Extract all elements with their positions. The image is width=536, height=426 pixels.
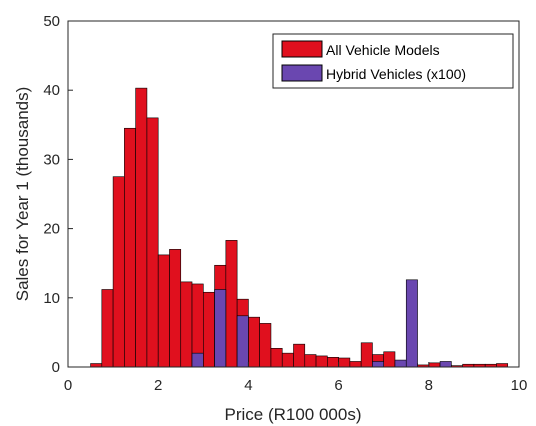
bar-all-vehicle-models-4	[135, 87, 148, 368]
bar-hybrid-vehicles-4	[394, 359, 407, 368]
y-tick-label: 50	[43, 13, 60, 30]
bar-all-vehicle-models-12	[225, 240, 238, 368]
bar-all-vehicle-models-3	[124, 127, 136, 368]
bar-hybrid-vehicles-3	[372, 361, 384, 368]
legend-swatch-hybrid-vehicles	[281, 64, 323, 82]
bar-all-vehicle-models-26	[383, 351, 396, 368]
bar-all-vehicle-models-22	[338, 357, 351, 368]
legend-label-all-vehicle-models: All Vehicle Models	[326, 42, 440, 58]
x-tick-label: 10	[511, 377, 528, 394]
x-axis: 0 2 4 6 8 10	[64, 362, 528, 394]
bar-all-vehicle-models-21	[327, 357, 339, 368]
legend-label-hybrid-vehicles: Hybrid Vehicles (x100)	[326, 66, 466, 82]
x-axis-title: Price (R100 000s)	[224, 405, 361, 424]
y-tick-label: 40	[43, 82, 60, 99]
x-tick-label: 8	[425, 377, 433, 394]
bars-all-vehicle-models	[90, 87, 509, 368]
bar-all-vehicle-models-36	[496, 363, 509, 368]
bar-all-vehicle-models-7	[169, 249, 182, 368]
legend-swatch-all-vehicle-models	[281, 40, 323, 58]
bar-hybrid-vehicles-1	[214, 289, 227, 368]
bar-all-vehicle-models-10	[203, 291, 215, 368]
bars-hybrid-vehicles	[191, 279, 452, 368]
bar-all-vehicle-models-14	[248, 316, 260, 368]
y-axis-title: Sales for Year 1 (thousands)	[13, 87, 32, 302]
y-tick-label: 0	[52, 359, 60, 376]
bar-hybrid-vehicles-0	[191, 352, 204, 368]
x-tick-label: 2	[154, 377, 162, 394]
bar-all-vehicle-models-20	[315, 355, 328, 368]
bar-all-vehicle-models-23	[349, 361, 362, 368]
bar-all-vehicle-models-15	[259, 323, 272, 368]
y-tick-label: 10	[43, 290, 60, 307]
bar-all-vehicle-models-16	[270, 348, 283, 368]
bar-all-vehicle-models-1	[101, 289, 114, 368]
bar-all-vehicle-models-30	[428, 362, 441, 368]
x-tick-label: 0	[64, 377, 72, 394]
bar-all-vehicle-models-17	[281, 352, 294, 368]
bar-all-vehicle-models-5	[146, 117, 159, 368]
legend: All Vehicle Models Hybrid Vehicles (x100…	[272, 33, 514, 89]
bar-all-vehicle-models-24	[360, 342, 373, 368]
bar-all-vehicle-models-19	[304, 354, 317, 368]
bar-hybrid-vehicles-6	[439, 361, 452, 368]
y-axis: 0 10 20 30 40 50	[43, 13, 73, 376]
bar-all-vehicle-models-0	[90, 363, 103, 368]
y-tick-label: 20	[43, 221, 60, 238]
x-tick-label: 4	[244, 377, 252, 394]
plot-area-border	[67, 20, 520, 368]
x-tick-label: 6	[334, 377, 342, 394]
bar-hybrid-vehicles-5	[405, 279, 418, 368]
bar-all-vehicle-models-18	[293, 343, 306, 368]
bar-hybrid-vehicles-2	[236, 315, 249, 368]
bar-all-vehicle-models-2	[112, 176, 125, 368]
bar-all-vehicle-models-6	[157, 254, 170, 368]
bar-all-vehicle-models-8	[180, 281, 193, 368]
y-tick-label: 30	[43, 151, 60, 168]
